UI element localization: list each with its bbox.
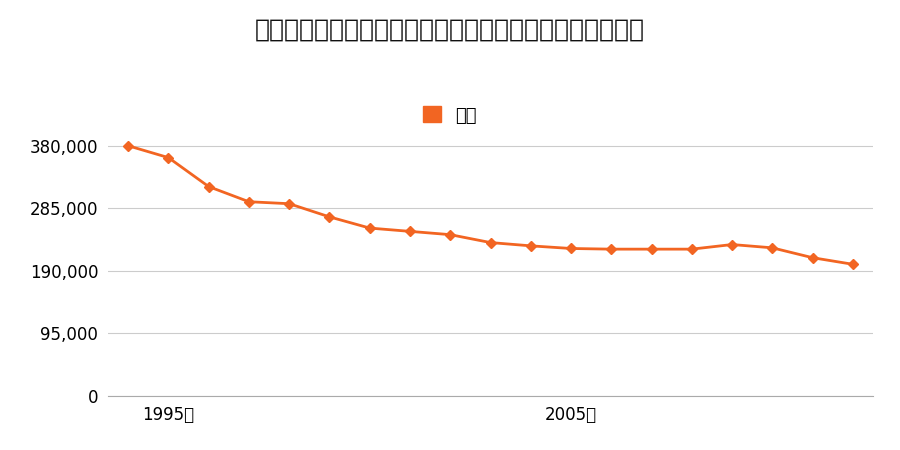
Text: 埼玉県富士見市大字針ケ谷字北通１０５番４外の地価推移: 埼玉県富士見市大字針ケ谷字北通１０５番４外の地価推移 [255, 18, 645, 42]
Legend: 価格: 価格 [416, 99, 484, 132]
